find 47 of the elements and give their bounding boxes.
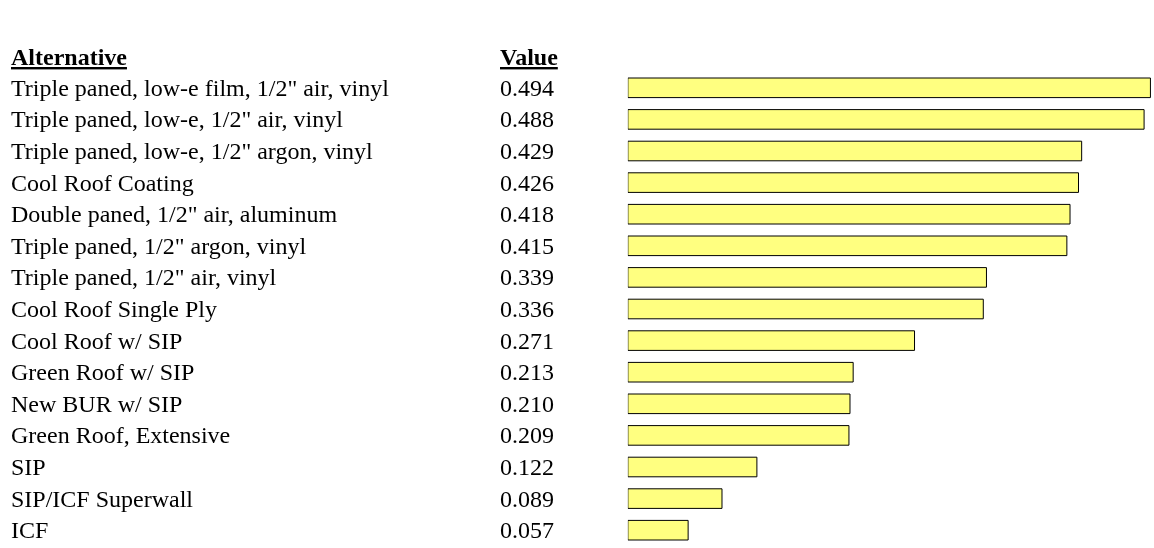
data-label: 0.210 [500, 391, 554, 417]
data-label: 0.336 [500, 296, 554, 322]
y-tick-label: Triple paned, low-e, 1/2" argon, vinyl [11, 138, 374, 164]
data-label: 0.089 [500, 486, 554, 512]
data-label: 0.418 [500, 201, 554, 227]
bar [627, 203, 1071, 225]
y-tick-label: Triple paned, 1/2" air, vinyl [11, 264, 277, 290]
bar [627, 267, 987, 288]
bar [627, 361, 854, 383]
y-tick-label: Triple paned, low-e film, 1/2" air, vinyl [11, 75, 390, 101]
bar [627, 519, 689, 541]
bar [627, 393, 851, 415]
y-tick-label: Green Roof w/ SIP [11, 359, 195, 385]
y-tick-label: Cool Roof Single Ply [11, 296, 218, 322]
y-tick-label: Green Roof, Extensive [11, 422, 231, 448]
bar [627, 298, 984, 320]
y-tick-label: Triple paned, low-e, 1/2" air, vinyl [11, 106, 344, 132]
bar [627, 488, 723, 509]
y-axis-title: Alternative [11, 44, 128, 70]
y-tick-label: Triple paned, 1/2" argon, vinyl [11, 233, 307, 259]
data-label: 0.271 [500, 328, 554, 354]
bar [627, 140, 1083, 162]
bar [627, 425, 850, 446]
bar [627, 235, 1068, 257]
bar [627, 172, 1079, 193]
data-label: 0.213 [500, 359, 554, 385]
bar [627, 77, 1151, 99]
bar [627, 456, 758, 478]
data-label: 0.209 [500, 422, 554, 448]
data-label: 0.057 [500, 517, 554, 543]
y-tick-label: New BUR w/ SIP [11, 391, 183, 417]
data-label: 0.415 [500, 233, 554, 259]
data-label: 0.488 [500, 106, 554, 132]
data-label: 0.494 [500, 75, 554, 101]
y-tick-label: SIP/ICF Superwall [11, 486, 194, 512]
data-label: 0.122 [500, 454, 554, 480]
bar [627, 109, 1145, 130]
y-tick-label: SIP [11, 454, 46, 480]
y-tick-label: Double paned, 1/2" air, aluminum [11, 201, 338, 227]
bar [627, 330, 916, 351]
x-axis-title: Value [500, 44, 559, 70]
data-label: 0.429 [500, 138, 554, 164]
y-tick-label: Cool Roof Coating [11, 170, 194, 196]
data-label: 0.339 [500, 264, 554, 290]
data-label: 0.426 [500, 170, 554, 196]
y-tick-label: Cool Roof w/ SIP [11, 328, 183, 354]
y-tick-label: ICF [11, 517, 49, 543]
